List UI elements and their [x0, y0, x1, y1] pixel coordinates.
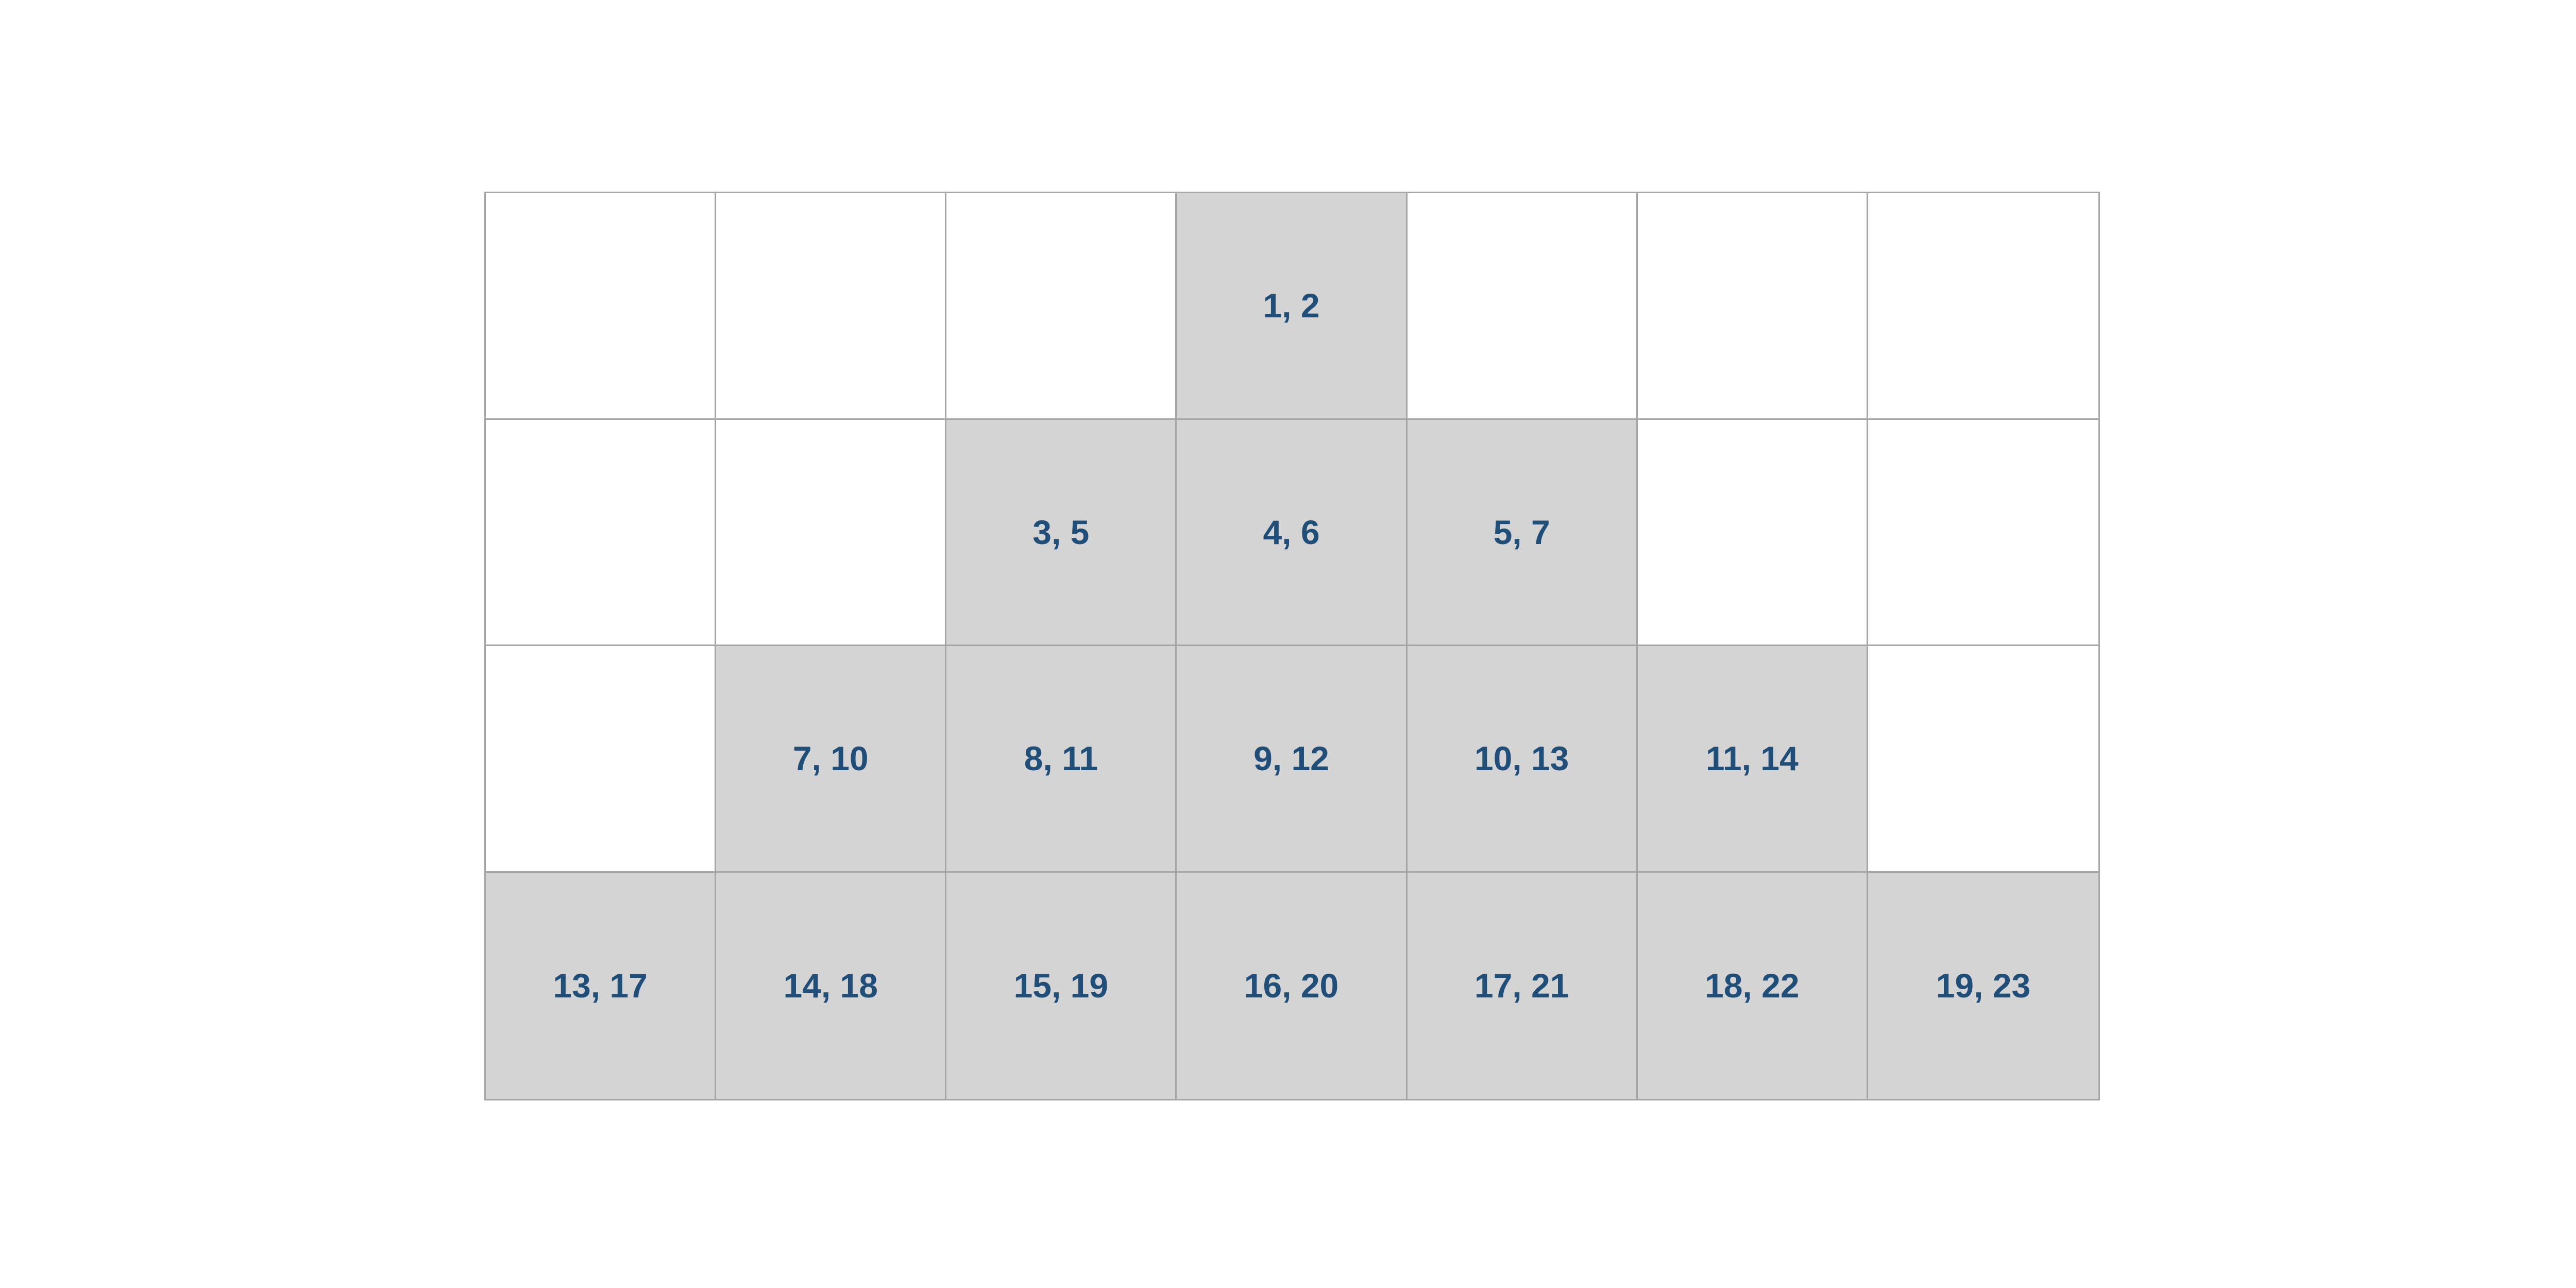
empty-cell: [716, 193, 947, 420]
filled-cell: 19, 23: [1868, 872, 2098, 1099]
empty-cell: [1637, 193, 1868, 420]
filled-cell: 15, 19: [946, 872, 1177, 1099]
empty-cell: [946, 193, 1177, 420]
pyramid-grid: 1, 2 3, 5 4, 6 5, 7 7, 10 8, 11 9, 12 10, 13 11,…: [484, 192, 2100, 1100]
filled-cell: 18, 22: [1637, 872, 1868, 1099]
filled-cell: 3, 5: [946, 419, 1177, 646]
filled-cell: 8, 11: [946, 646, 1177, 873]
filled-cell: 5, 7: [1407, 419, 1638, 646]
empty-cell: [1637, 419, 1868, 646]
empty-cell: [1868, 193, 2098, 420]
filled-cell: 4, 6: [1177, 419, 1408, 646]
empty-cell: [486, 646, 717, 873]
filled-cell: 9, 12: [1177, 646, 1408, 873]
empty-cell: [716, 419, 947, 646]
filled-cell: 11, 14: [1637, 646, 1868, 873]
filled-cell: 13, 17: [486, 872, 717, 1099]
empty-cell: [1407, 193, 1638, 420]
filled-cell: 16, 20: [1177, 872, 1408, 1099]
filled-cell: 7, 10: [716, 646, 947, 873]
filled-cell: 10, 13: [1407, 646, 1638, 873]
empty-cell: [1868, 419, 2098, 646]
filled-cell: 14, 18: [716, 872, 947, 1099]
empty-cell: [486, 419, 717, 646]
filled-cell: 17, 21: [1407, 872, 1638, 1099]
empty-cell: [486, 193, 717, 420]
filled-cell: 1, 2: [1177, 193, 1408, 420]
empty-cell: [1868, 646, 2098, 873]
